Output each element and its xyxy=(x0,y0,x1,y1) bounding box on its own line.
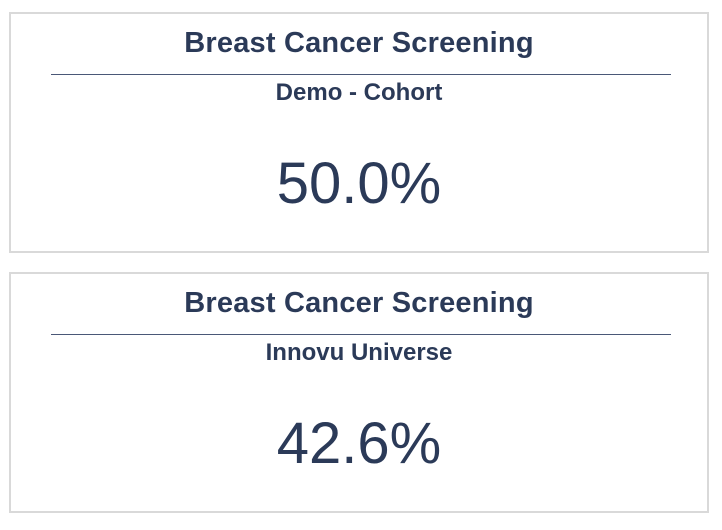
card-divider xyxy=(51,74,671,75)
metric-card-demo-cohort: Breast Cancer Screening Demo - Cohort 50… xyxy=(9,12,709,253)
card-subtitle: Innovu Universe xyxy=(265,339,453,366)
card-metric-value: 50.0% xyxy=(276,151,442,216)
card-divider xyxy=(51,334,671,335)
card-title: Breast Cancer Screening xyxy=(184,27,534,59)
card-title: Breast Cancer Screening xyxy=(184,287,534,319)
metric-card-innovu-universe: Breast Cancer Screening Innovu Universe … xyxy=(9,272,709,513)
card-subtitle: Demo - Cohort xyxy=(275,79,443,106)
card-metric-value: 42.6% xyxy=(276,411,442,476)
